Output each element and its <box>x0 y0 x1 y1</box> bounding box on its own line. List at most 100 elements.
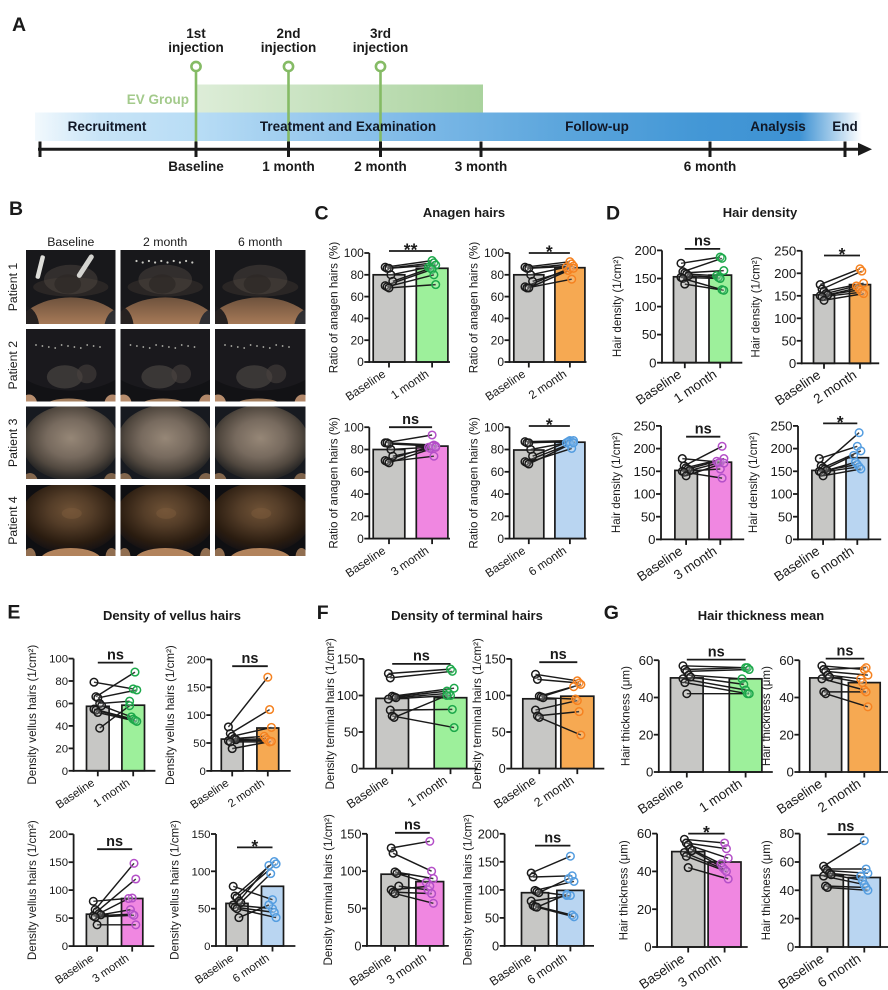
svg-text:Ratio of anagen hairs (%): Ratio of anagen hairs (%) <box>327 242 340 374</box>
svg-text:2 month: 2 month <box>143 235 188 249</box>
svg-text:3rd: 3rd <box>370 26 391 41</box>
svg-text:1 month: 1 month <box>262 159 315 174</box>
svg-text:A: A <box>12 14 26 36</box>
svg-text:50: 50 <box>492 725 506 740</box>
svg-text:50: 50 <box>642 327 657 342</box>
svg-text:0: 0 <box>62 766 68 778</box>
svg-text:Density terminal hairs (1/cm²): Density terminal hairs (1/cm²) <box>324 638 337 790</box>
svg-text:ns: ns <box>544 830 561 846</box>
svg-text:20: 20 <box>350 510 364 524</box>
svg-text:Hair thickness (μm): Hair thickness (μm) <box>619 666 632 766</box>
svg-text:100: 100 <box>340 864 361 879</box>
svg-text:50: 50 <box>193 738 206 750</box>
svg-text:0: 0 <box>62 941 68 953</box>
svg-text:200: 200 <box>634 243 656 258</box>
svg-text:EV Group: EV Group <box>127 92 189 107</box>
svg-text:Density terminal hairs (1/cm²): Density terminal hairs (1/cm²) <box>462 814 475 966</box>
svg-text:60: 60 <box>637 826 652 841</box>
svg-text:100: 100 <box>187 710 206 722</box>
svg-text:Hair density (1/cm²): Hair density (1/cm²) <box>611 256 624 357</box>
svg-text:100: 100 <box>770 487 792 502</box>
svg-text:G: G <box>604 602 619 624</box>
svg-text:150: 150 <box>770 464 792 479</box>
svg-text:0: 0 <box>492 938 499 953</box>
svg-text:Hair thickness (μm): Hair thickness (μm) <box>760 840 773 940</box>
svg-text:60: 60 <box>491 290 505 304</box>
svg-text:40: 40 <box>55 721 68 733</box>
svg-text:Patient 4: Patient 4 <box>6 496 20 545</box>
svg-text:ns: ns <box>106 834 123 850</box>
svg-text:100: 100 <box>484 420 504 434</box>
svg-text:20: 20 <box>491 333 505 347</box>
svg-text:E: E <box>7 602 20 624</box>
svg-text:40: 40 <box>350 312 364 326</box>
svg-text:Density vellus hairs (1/cm²): Density vellus hairs (1/cm²) <box>164 645 177 785</box>
svg-text:100: 100 <box>49 885 68 897</box>
svg-text:Patient 3: Patient 3 <box>6 418 20 467</box>
svg-text:0: 0 <box>787 765 794 780</box>
svg-text:ns: ns <box>404 818 421 834</box>
svg-text:Baseline: Baseline <box>47 235 94 249</box>
svg-text:50: 50 <box>344 725 358 740</box>
svg-text:200: 200 <box>49 829 68 841</box>
svg-text:ns: ns <box>413 649 430 665</box>
svg-text:0: 0 <box>644 940 651 955</box>
svg-text:End: End <box>832 119 858 134</box>
svg-text:ns: ns <box>242 651 259 667</box>
svg-text:20: 20 <box>637 902 652 917</box>
svg-text:Hair density (1/cm²): Hair density (1/cm²) <box>610 432 623 533</box>
svg-text:50: 50 <box>485 910 499 925</box>
svg-text:250: 250 <box>770 419 792 434</box>
svg-text:50: 50 <box>55 913 68 925</box>
svg-text:ns: ns <box>695 422 712 438</box>
svg-text:F: F <box>317 602 329 624</box>
svg-text:0: 0 <box>357 355 364 369</box>
svg-text:60: 60 <box>491 465 505 479</box>
svg-text:50: 50 <box>347 901 361 916</box>
svg-text:40: 40 <box>780 883 795 898</box>
svg-text:40: 40 <box>491 312 505 326</box>
svg-text:150: 150 <box>49 857 68 869</box>
svg-text:200: 200 <box>187 654 206 666</box>
svg-text:80: 80 <box>491 268 505 282</box>
svg-text:injection: injection <box>168 40 224 55</box>
svg-text:Ratio of anagen hairs (%): Ratio of anagen hairs (%) <box>468 242 481 374</box>
svg-text:100: 100 <box>634 299 656 314</box>
svg-text:40: 40 <box>350 487 364 501</box>
svg-text:250: 250 <box>774 243 796 258</box>
svg-text:40: 40 <box>639 690 654 705</box>
svg-text:80: 80 <box>350 268 364 282</box>
svg-text:100: 100 <box>484 688 505 703</box>
svg-text:ns: ns <box>550 647 567 663</box>
svg-text:40: 40 <box>637 864 652 879</box>
svg-text:60: 60 <box>350 290 364 304</box>
svg-text:50: 50 <box>782 333 797 348</box>
svg-text:200: 200 <box>774 266 796 281</box>
svg-text:Hair thickness (μm): Hair thickness (μm) <box>760 666 773 766</box>
svg-text:100: 100 <box>484 246 504 260</box>
svg-text:150: 150 <box>484 651 505 666</box>
svg-text:Hair thickness (μm): Hair thickness (μm) <box>618 840 631 940</box>
svg-text:*: * <box>837 412 844 432</box>
svg-text:150: 150 <box>337 651 358 666</box>
svg-text:20: 20 <box>779 727 794 742</box>
svg-text:60: 60 <box>780 855 795 870</box>
svg-text:80: 80 <box>491 443 505 457</box>
svg-text:Hair thickness mean: Hair thickness mean <box>698 608 825 623</box>
svg-text:Density of vellus hairs: Density of vellus hairs <box>103 608 241 623</box>
svg-text:Density terminal hairs (1/cm²): Density terminal hairs (1/cm²) <box>322 814 335 966</box>
svg-text:**: ** <box>404 239 418 259</box>
svg-text:150: 150 <box>633 464 655 479</box>
svg-text:Hair density (1/cm²): Hair density (1/cm²) <box>750 256 763 357</box>
svg-text:1st: 1st <box>186 26 206 41</box>
svg-text:Baseline: Baseline <box>168 159 224 174</box>
svg-text:40: 40 <box>491 487 505 501</box>
svg-text:ns: ns <box>837 643 854 659</box>
svg-text:ns: ns <box>708 644 725 660</box>
svg-text:6 month: 6 month <box>238 235 283 249</box>
svg-text:60: 60 <box>55 699 68 711</box>
svg-text:ns: ns <box>837 819 854 835</box>
svg-text:150: 150 <box>634 271 656 286</box>
svg-text:6 month: 6 month <box>684 159 737 174</box>
svg-text:150: 150 <box>187 682 206 694</box>
